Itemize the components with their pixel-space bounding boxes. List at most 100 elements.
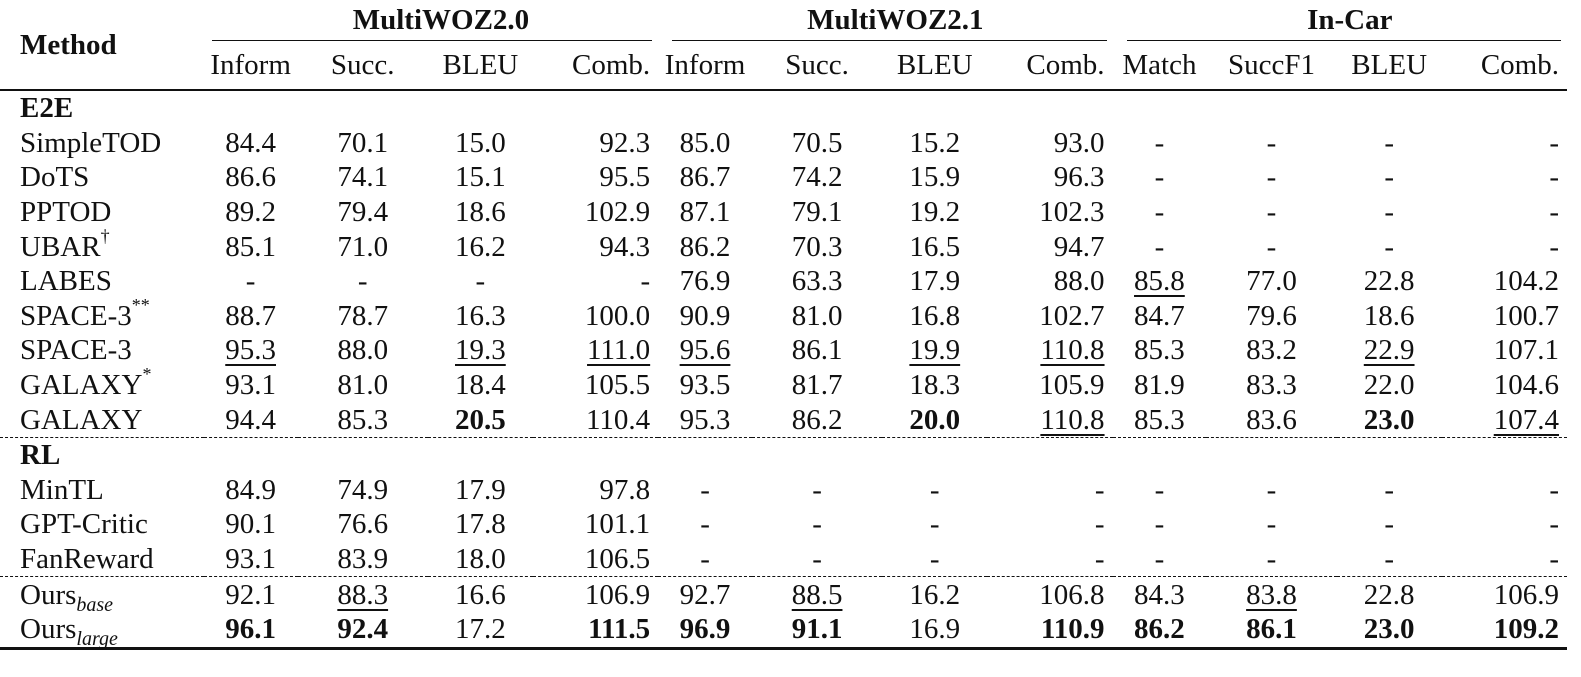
cmidrule [204,40,658,41]
value-cell: 89.2 [204,195,298,230]
value: 93.1 [225,543,276,576]
value: 22.9 [1363,334,1415,367]
value: 85.3 [1134,403,1185,436]
table-row: UBAR† 85.1 71.0 16.2 94.3 86.2 70.3 16.5 94.7 - - -… [0,227,1567,264]
value-cell: - [1206,507,1336,542]
value: 106.9 [1493,578,1559,611]
value: 93.0 [1053,126,1105,159]
value-cell: 106.9 [1441,576,1567,612]
value: 23.0 [1363,613,1415,646]
value: 100.7 [1493,299,1559,332]
value: 101.1 [584,508,651,541]
dataset-header: In-Car [1307,4,1393,36]
value-cell: - [1113,507,1207,542]
cmidrule [1113,40,1567,41]
value: 97.8 [599,473,651,506]
value-cell: 102.9 [533,195,658,230]
value-cell: - [658,542,752,577]
value: 70.1 [337,126,389,159]
value: - [1154,473,1165,506]
value: - [929,508,940,541]
table-row: SPACE-3** 88.7 78.7 16.3 100.0 90.9 81.0 16.8 10… [0,296,1567,334]
method-name: SPACE-3 [0,333,204,368]
metric-header: SuccF1 [1206,41,1337,91]
value: 107.4 [1493,403,1559,436]
method-name: UBAR† [0,227,204,264]
value: 111.0 [587,334,651,367]
value: 90.1 [225,508,276,541]
value: - [1549,126,1559,159]
value-cell: - [1113,473,1207,508]
metric-header: BLEU [1336,41,1442,91]
value-cell: - [204,264,298,299]
dataset-header: MultiWOZ2.0 [352,4,530,36]
value-cell: 94.3 [533,229,658,264]
value-cell: - [1442,229,1567,264]
value: 83.9 [337,543,389,576]
value-cell: 104.2 [1442,264,1567,299]
value-cell: 90.9 [658,299,752,334]
value-cell: 70.5 [752,126,882,161]
method-name: DoTS [0,160,204,195]
value-cell: 23.0 [1336,611,1442,650]
value-cell: 17.8 [428,507,533,542]
value-cell: 92.4 [297,611,428,650]
value: 81.7 [791,369,843,402]
value: 93.1 [225,369,276,402]
value-cell: - [1206,473,1336,508]
value: - [1384,161,1394,194]
value-cell: 111.0 [533,333,658,368]
value: - [1154,161,1165,194]
value-cell: - [1337,473,1442,508]
value-cell: 85.3 [1113,402,1207,437]
value: 19.3 [455,334,506,367]
value: 92.4 [337,613,389,646]
value: 83.2 [1246,334,1297,367]
value: - [357,265,368,298]
value: - [1549,230,1559,263]
value: - [1266,508,1277,541]
value-cell: 107.4 [1442,402,1567,437]
value-cell: 22.8 [1336,576,1442,612]
value-cell: 81.7 [752,368,882,403]
value: 84.3 [1134,578,1185,611]
value-cell: 22.8 [1337,264,1442,299]
value-cell: - [533,264,658,299]
value-cell: 106.5 [533,542,658,577]
value-cell: 16.2 [882,576,988,612]
value-cell: 88.3 [297,576,428,612]
value-cell: 18.3 [882,368,987,403]
value: 15.0 [455,126,506,159]
value-cell: 86.2 [752,402,882,437]
value-cell: 16.2 [428,229,533,264]
method-name: PPTOD [0,195,204,230]
metric-header: BLEU [427,41,533,91]
value-cell: 79.4 [298,195,428,230]
value-cell: - [428,264,533,299]
value: 17.8 [455,508,506,541]
value-cell: - [987,473,1112,508]
value: 76.9 [679,265,731,298]
method-name: GALAXY* [0,365,204,403]
value: 15.9 [909,161,961,194]
value: 106.8 [1039,578,1105,611]
value-cell: 88.0 [298,333,428,368]
value-cell: 83.8 [1206,576,1337,612]
value-cell: 18.6 [1337,299,1442,334]
value-cell: 79.6 [1206,299,1336,334]
value-cell: 22.9 [1337,333,1442,368]
value-cell: 16.5 [882,229,987,264]
value-cell: - [987,507,1112,542]
value: 78.7 [337,299,389,332]
table-row: SPACE-3 95.3 88.0 19.3 111.0 95.6 86.1 19.9 110.… [0,333,1567,368]
value: - [1154,508,1165,541]
metric-header: Comb. [532,41,659,91]
method-label: LABES [20,265,112,298]
method-label: SPACE-3 [20,334,132,367]
value-cell: 85.3 [298,402,428,437]
value: 86.1 [1246,613,1297,646]
value: - [1094,543,1105,576]
value: 88.0 [337,334,389,367]
value-cell: 87.1 [658,195,752,230]
value-cell: 84.4 [204,126,298,161]
